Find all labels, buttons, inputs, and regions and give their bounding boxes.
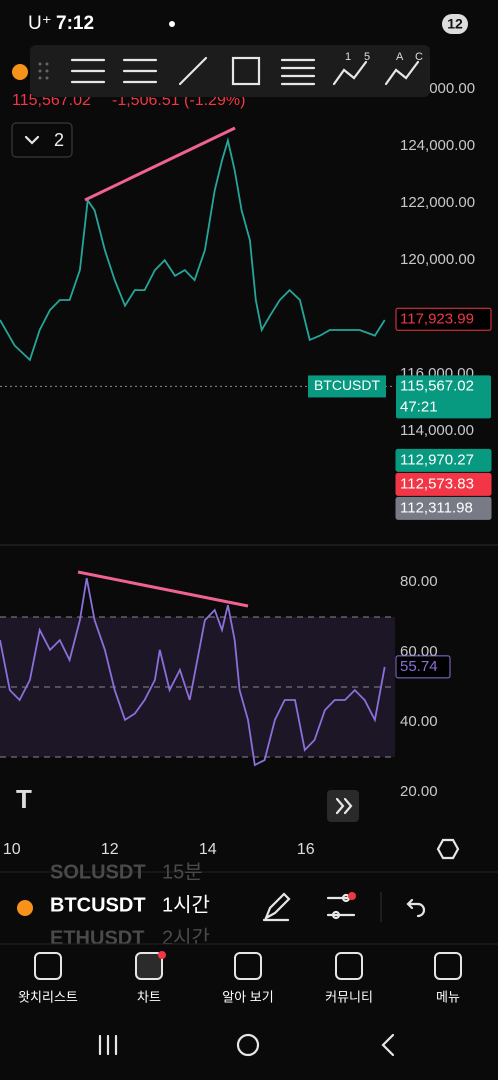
dot <box>169 21 175 27</box>
nav-label[interactable]: 왓치리스트 <box>18 989 78 1004</box>
system-nav <box>98 1033 395 1057</box>
y-tick-label: 114,000.00 <box>400 422 474 439</box>
y-tick-label: 124,000.00 <box>400 137 475 154</box>
x-tick-label: 16 <box>297 841 315 858</box>
price-tag-text: 112,573.83 <box>400 475 474 492</box>
nav-label[interactable]: 알아 보기 <box>222 989 273 1004</box>
tool-rectangle[interactable] <box>231 56 261 86</box>
tool-fib[interactable] <box>70 58 106 84</box>
badge <box>158 951 166 959</box>
price-tag-text: 117,923.99 <box>400 310 474 327</box>
settings[interactable] <box>436 838 460 860</box>
y-tick-label: 20.00 <box>400 783 438 800</box>
tool-label: C <box>415 51 423 63</box>
clock: 7:12 <box>56 13 94 34</box>
chevrons <box>335 797 353 815</box>
symbol-tag-text: BTCUSDT <box>314 377 381 393</box>
symbol-tag <box>308 375 386 398</box>
nav-icon[interactable] <box>234 952 262 980</box>
interval: 2시간 <box>162 926 210 949</box>
y-tick-label: 80.00 <box>400 573 438 590</box>
tool-abcd[interactable] <box>384 60 420 86</box>
badge <box>348 892 356 900</box>
tv-logo: T <box>16 784 32 814</box>
interval: 15분 <box>162 861 203 883</box>
nav-label[interactable]: 메뉴 <box>436 989 460 1004</box>
nav-label[interactable]: 차트 <box>137 989 161 1004</box>
rsi-band <box>0 617 395 757</box>
series-line <box>0 578 386 767</box>
price-tag <box>395 496 492 520</box>
x-tick-label: 14 <box>199 841 217 858</box>
tool-pitchfork[interactable] <box>122 58 158 84</box>
y-tick-label: 40.00 <box>400 713 438 730</box>
tool-pattern[interactable] <box>332 60 368 86</box>
drawing-toolbar <box>30 45 430 97</box>
bottom-nav: 왓치리스트 차트 알아 보기 커뮤니티 메뉴 <box>18 951 462 1004</box>
tool-label: A <box>396 51 404 63</box>
tool-label: 1 <box>345 51 351 63</box>
trend-line[interactable] <box>77 570 249 608</box>
tool-trendline[interactable] <box>178 56 208 86</box>
nav-icon[interactable] <box>434 952 462 980</box>
indicator-count: 2 <box>54 130 64 150</box>
nav-icon[interactable] <box>335 952 363 980</box>
x-tick-label: 12 <box>101 841 119 858</box>
price-tag <box>395 307 492 331</box>
price-tag-text: 112,970.27 <box>400 451 474 468</box>
price-tag <box>395 448 492 472</box>
series-line <box>0 136 386 362</box>
price-tag-text: 112,311.98 <box>400 499 473 516</box>
countdown: 47:21 <box>400 398 438 415</box>
interval[interactable]: 1시간 <box>162 893 210 916</box>
nav-icon[interactable] <box>34 952 62 980</box>
battery <box>442 14 468 34</box>
carrier: U⁺ <box>28 13 52 34</box>
draw-button[interactable] <box>262 892 291 922</box>
price-tag <box>396 375 491 419</box>
indicator-button[interactable] <box>326 893 356 920</box>
symbol-bar: SOLUSDT 15분 BTCUSDT 1시간 ETHUSDT 2시간 <box>50 861 210 949</box>
rsi-tag <box>395 655 451 679</box>
symbol[interactable]: BTCUSDT <box>50 894 146 916</box>
tool-lines[interactable] <box>280 58 316 86</box>
indicator-toggle[interactable] <box>11 122 73 158</box>
undo[interactable] <box>406 898 426 918</box>
coin-icon <box>17 900 33 916</box>
nav-label[interactable]: 커뮤니티 <box>325 989 373 1004</box>
coin-icon <box>12 64 28 80</box>
nav-icon[interactable] <box>135 952 163 980</box>
price-tag <box>395 472 492 496</box>
drag-handle <box>38 62 49 80</box>
chevron <box>24 135 40 145</box>
trend-line[interactable] <box>84 126 236 202</box>
tool-label: 5 <box>364 51 370 63</box>
y-tick-label: 120,000.00 <box>400 251 475 268</box>
y-tick-label: 122,000.00 <box>400 194 475 211</box>
symbol: SOLUSDT <box>50 861 146 883</box>
price-tag-text: 115,567.02 <box>400 377 474 394</box>
x-tick-label: 10 <box>3 841 21 858</box>
symbol: ETHUSDT <box>50 927 144 949</box>
rsi-tag-text: 55.74 <box>400 658 438 675</box>
battery-level: 12 <box>447 16 463 32</box>
